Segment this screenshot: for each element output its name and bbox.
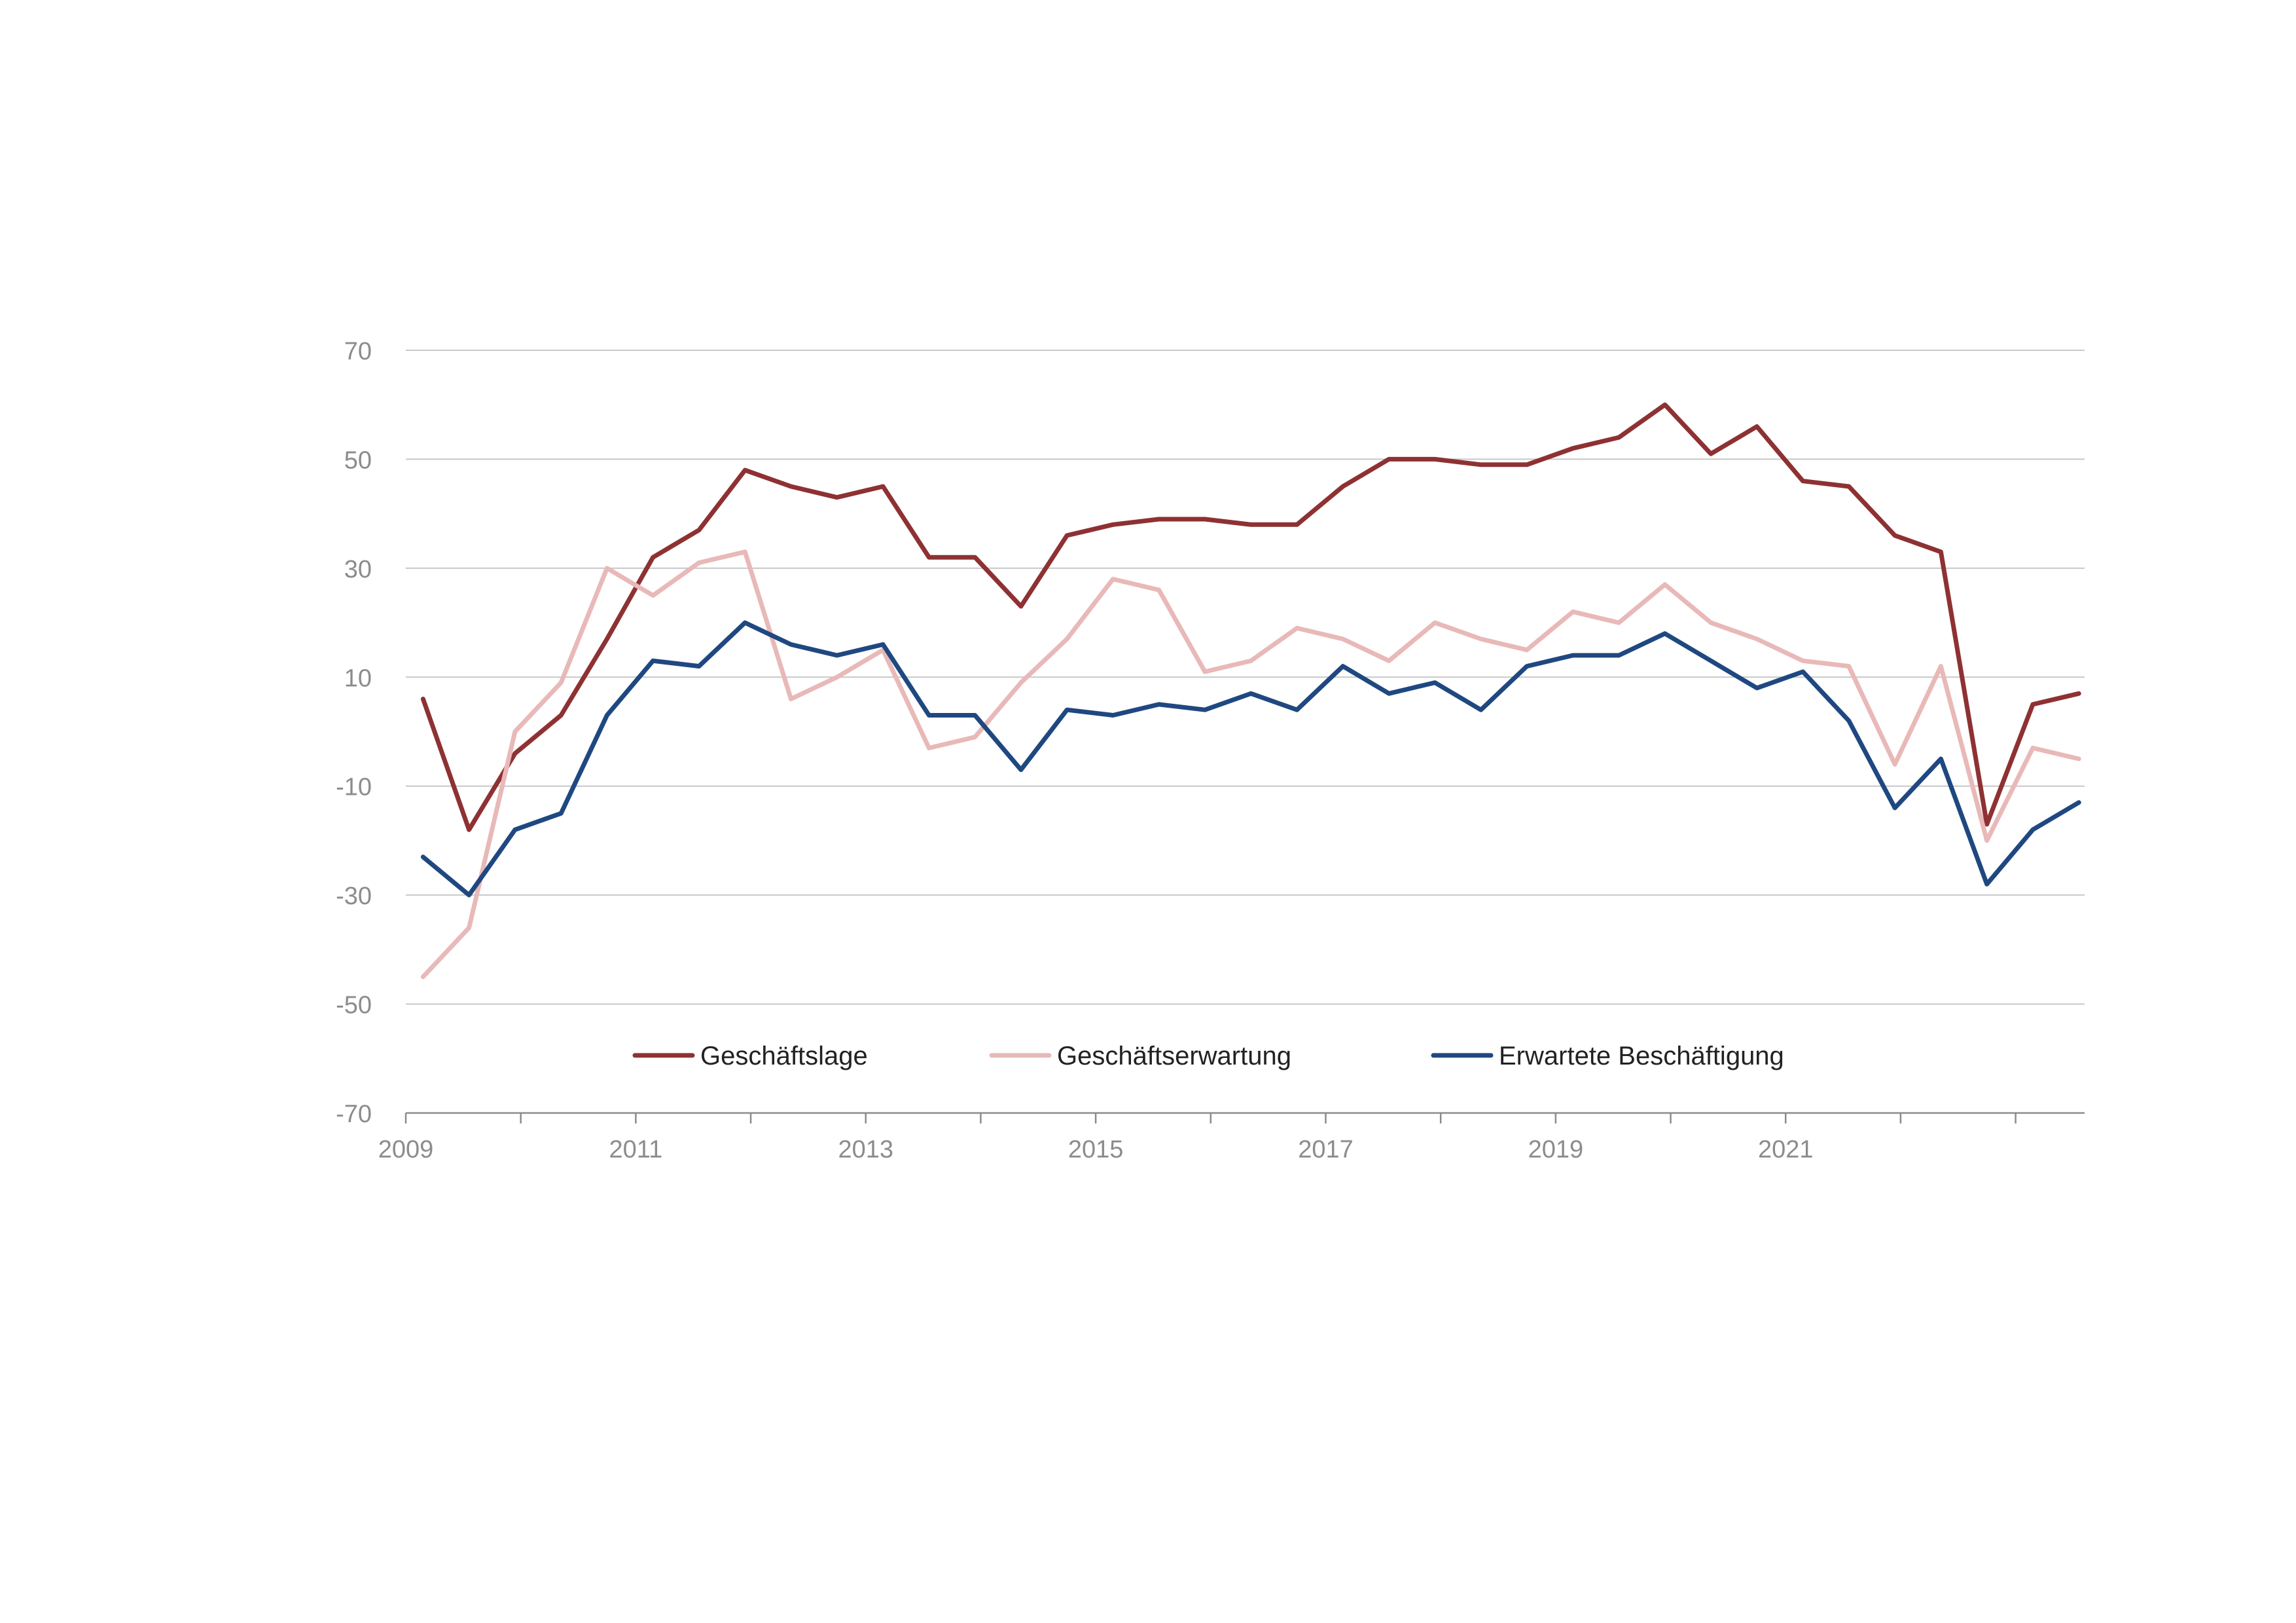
x-tick-label: 2017 — [1298, 1136, 1354, 1163]
x-tick-label: 2021 — [1758, 1136, 1814, 1163]
y-tick-label: -30 — [336, 883, 372, 910]
gridlines — [406, 350, 2085, 1005]
y-tick-label: 30 — [344, 556, 372, 583]
x-axis: 2009 2011 2013 2015 2017 2019 2021 — [378, 1112, 2085, 1163]
y-tick-label: 70 — [344, 338, 372, 365]
series-line — [420, 549, 2081, 979]
series-line — [420, 402, 2081, 832]
y-tick-label: 10 — [344, 665, 372, 692]
x-tick-label: 2009 — [378, 1136, 434, 1163]
y-tick-label: -50 — [336, 992, 372, 1019]
legend-label: Geschäftslage — [700, 1042, 868, 1070]
x-tick-label: 2015 — [1068, 1136, 1124, 1163]
y-tick-label: -70 — [336, 1101, 372, 1128]
x-tick-label: 2013 — [838, 1136, 893, 1163]
y-tick-label: -10 — [336, 774, 372, 801]
x-tick-label: 2019 — [1528, 1136, 1584, 1163]
series-lines — [420, 402, 2081, 979]
legend-label: Erwartete Beschäftigung — [1499, 1042, 1784, 1070]
legend: Geschäftslage Geschäftserwartung Erwartete… — [632, 1042, 1784, 1070]
y-tick-label: 50 — [344, 447, 372, 474]
series-line — [420, 620, 2081, 898]
y-axis-tick-labels: 70 50 30 10 -10 -30 -50 -70 — [336, 338, 372, 1128]
legend-label: Geschäftserwartung — [1057, 1042, 1291, 1070]
x-tick-label: 2011 — [609, 1136, 663, 1163]
